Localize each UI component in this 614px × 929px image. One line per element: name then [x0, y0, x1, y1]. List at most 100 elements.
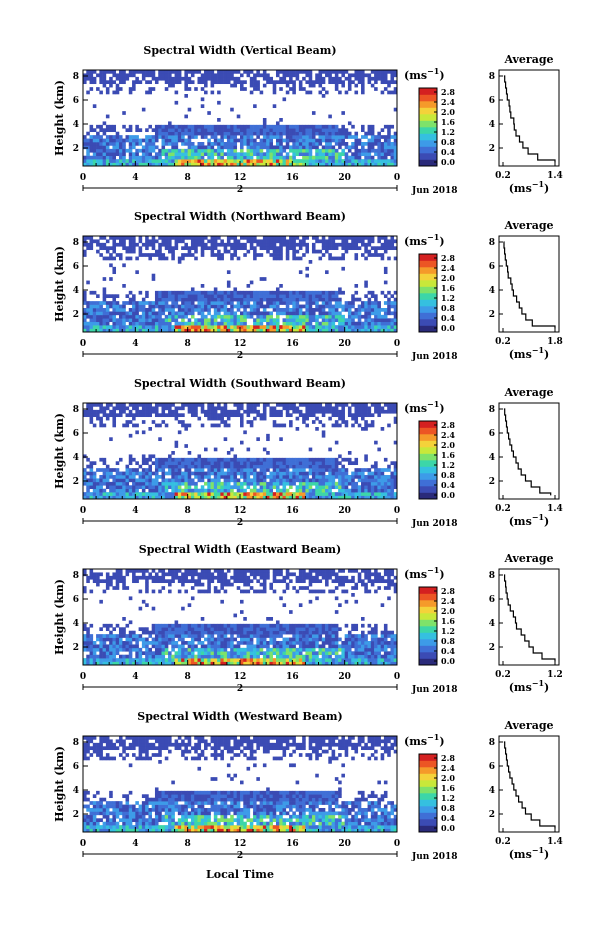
- heatmap-cell: [125, 413, 130, 418]
- heatmap-cell: [292, 256, 296, 261]
- heatmap-cell: [279, 492, 283, 496]
- heatmap-cell: [207, 124, 211, 129]
- heatmap-cell: [256, 239, 260, 244]
- heatmap-cell: [374, 325, 378, 329]
- heatmap-cell: [387, 654, 391, 659]
- heatmap-cell: [351, 80, 355, 85]
- heatmap-cell: [272, 297, 277, 302]
- heatmap-cell: [184, 661, 188, 666]
- colorbar-unit: (ms−1): [404, 66, 445, 82]
- heatmap-cell: [302, 124, 306, 129]
- heatmap-cell: [89, 311, 94, 316]
- heatmap-cell: [338, 145, 342, 150]
- heatmap-cell: [387, 661, 391, 666]
- heatmap-cell: [181, 651, 185, 656]
- heatmap-cell: [177, 492, 182, 496]
- heatmap-cell: [230, 654, 234, 659]
- heatmap-cell: [89, 159, 94, 163]
- heatmap-cell: [331, 423, 336, 428]
- date-label: Jun 2018: [411, 352, 458, 362]
- heatmap-cell: [135, 325, 139, 329]
- heatmap-cell: [168, 83, 172, 88]
- heatmap-cell: [226, 485, 231, 490]
- heatmap-cell: [141, 471, 146, 476]
- heatmap-cell: [122, 162, 126, 167]
- heatmap-cell: [105, 294, 110, 299]
- heatmap-cell: [266, 294, 270, 299]
- heatmap-cell: [302, 485, 306, 490]
- heatmap-cell: [325, 325, 329, 329]
- heatmap-cell: [311, 654, 316, 659]
- heatmap-cell: [217, 311, 221, 316]
- heatmap-cell: [200, 471, 205, 476]
- heatmap-cell: [112, 236, 117, 240]
- heatmap-cell: [194, 236, 198, 240]
- heatmap-cell: [141, 138, 146, 143]
- colorbar-swatch: [419, 94, 437, 102]
- heatmap-cell: [289, 124, 293, 129]
- heatmap-cell: [217, 461, 221, 466]
- heatmap-cell: [344, 423, 349, 428]
- heatmap-cell: [253, 328, 257, 333]
- heatmap-cell: [99, 475, 103, 479]
- heatmap-cell: [240, 297, 244, 302]
- heatmap-cell: [305, 409, 309, 414]
- heatmap-cell: [105, 475, 110, 479]
- heatmap-cell: [161, 468, 166, 472]
- heatmap-cell: [318, 325, 323, 329]
- heatmap-cell: [364, 409, 368, 414]
- heatmap-cell: [177, 124, 182, 129]
- heatmap-cell: [102, 495, 107, 500]
- heatmap-cell: [354, 90, 359, 95]
- heatmap-cell: [383, 318, 388, 323]
- heatmap-cell: [282, 481, 287, 486]
- heatmap-cell: [204, 301, 208, 305]
- heatmap-cell: [347, 413, 352, 418]
- heatmap-cell: [292, 290, 296, 295]
- heatmap-cell: [246, 475, 251, 479]
- heatmap-cell: [292, 301, 296, 305]
- heatmap-cell: [302, 314, 306, 319]
- heatmap-cell: [168, 297, 172, 302]
- heatmap-cell: [96, 647, 100, 652]
- heatmap-cell: [210, 162, 215, 167]
- heatmap-cell: [253, 475, 257, 479]
- heatmap-cell: [262, 318, 267, 323]
- heatmap-cell: [96, 138, 100, 143]
- heatmap-cell: [223, 464, 228, 469]
- heatmap-cell: [285, 413, 290, 418]
- heatmap-cell: [138, 314, 143, 319]
- heatmap-cell: [177, 475, 182, 479]
- heatmap-cell: [112, 270, 117, 275]
- heatmap-cell: [377, 145, 381, 150]
- heatmap-cell: [334, 328, 339, 333]
- heatmap-cell: [305, 266, 309, 271]
- heatmap-cell: [240, 416, 244, 421]
- heatmap-cell: [387, 308, 391, 312]
- heatmap-cell: [151, 76, 156, 81]
- heatmap-cell: [275, 301, 280, 305]
- heatmap-cell: [99, 145, 103, 150]
- heatmap-cell: [207, 290, 211, 295]
- heatmap-cell: [331, 308, 336, 312]
- heatmap-cell: [135, 651, 139, 656]
- heatmap-cell: [217, 148, 221, 153]
- heatmap-cell: [272, 246, 277, 251]
- heatmap-cell: [311, 488, 316, 493]
- heatmap-cell: [112, 318, 117, 323]
- heatmap-cell: [390, 236, 395, 240]
- heatmap-cell: [210, 471, 215, 476]
- heatmap-cell: [230, 308, 234, 312]
- heatmap-cell: [138, 464, 143, 469]
- heatmap-cell: [213, 495, 218, 500]
- heatmap-cell: [125, 654, 130, 659]
- heatmap-cell: [207, 471, 211, 476]
- heatmap-cell: [305, 242, 309, 247]
- heatmap-cell: [262, 239, 267, 244]
- heatmap-cell: [233, 658, 238, 662]
- heatmap-cell: [96, 242, 100, 247]
- heatmap-cell: [194, 461, 198, 466]
- heatmap-cell: [158, 325, 162, 329]
- heatmap-cell: [262, 70, 267, 74]
- heatmap-cell: [272, 236, 277, 240]
